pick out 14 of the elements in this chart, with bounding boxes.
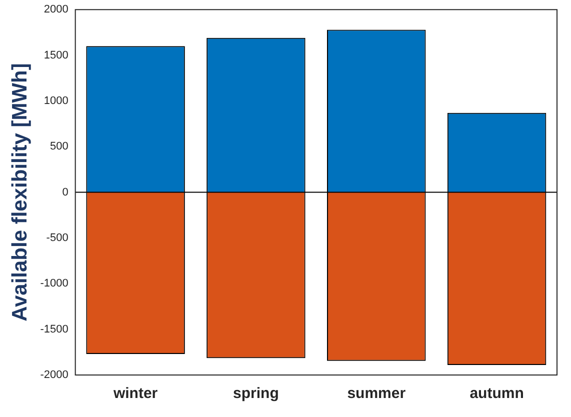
y-tick-label: 500 xyxy=(50,140,68,153)
y-tick-label: 2000 xyxy=(44,4,68,16)
y-tick-label: -2000 xyxy=(40,369,68,382)
y-tick-label: -1000 xyxy=(40,278,68,290)
x-tick-label: spring xyxy=(233,385,279,402)
x-tick-label: summer xyxy=(347,385,406,402)
y-tick-label: 1500 xyxy=(44,49,68,62)
y-tick-label: -1500 xyxy=(40,323,68,336)
y-tick-label: 0 xyxy=(62,186,68,198)
y-axis-title: Available flexibility [MWh] xyxy=(8,63,32,322)
y-tick-label: -500 xyxy=(46,232,68,244)
x-tick-label: winter xyxy=(112,385,158,402)
x-tick-label: autumn xyxy=(470,385,524,402)
y-tick-label: 1000 xyxy=(44,94,68,107)
